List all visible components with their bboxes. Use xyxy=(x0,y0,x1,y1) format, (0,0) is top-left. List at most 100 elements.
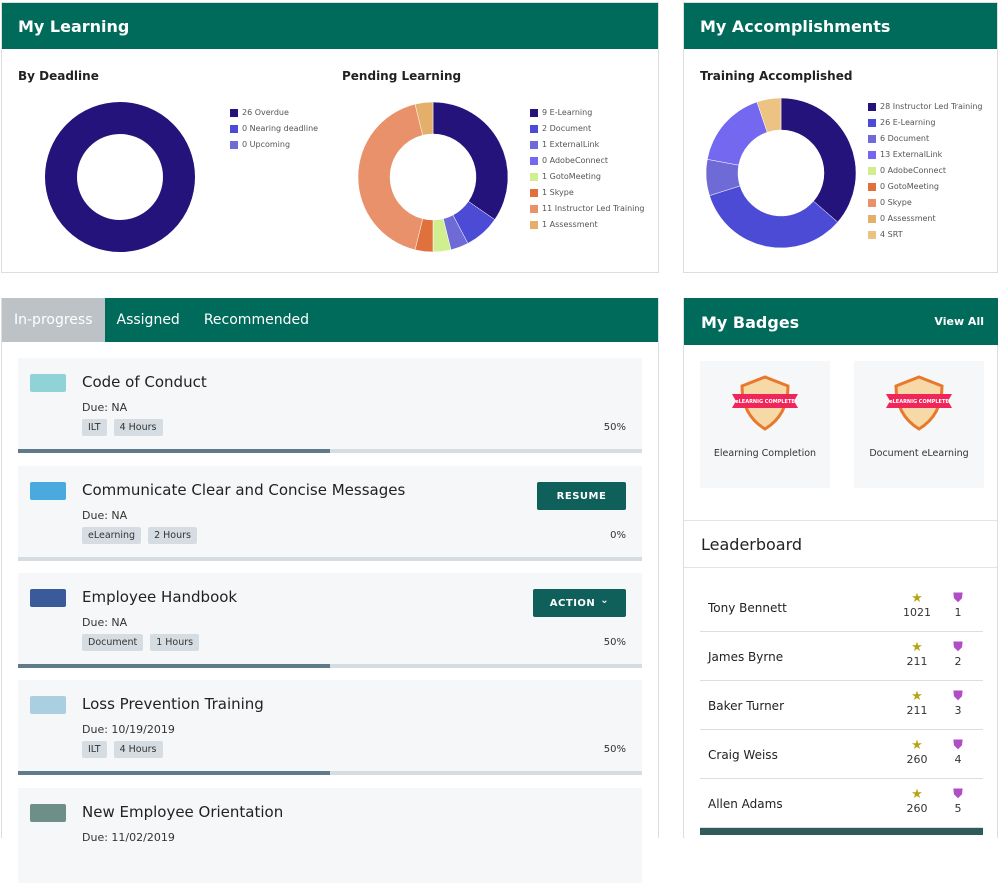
legend-item[interactable]: 0 Upcoming xyxy=(230,137,318,153)
legend-item[interactable]: 26 E-Learning xyxy=(868,115,983,131)
legend-label: 13 ExternalLink xyxy=(880,150,943,159)
legend-swatch xyxy=(530,141,538,149)
course-card[interactable]: Loss Prevention Training Due: 10/19/2019 I… xyxy=(18,680,642,775)
action-button[interactable]: ACTION ⌄ xyxy=(533,589,626,617)
course-tags: eLearning 2 Hours xyxy=(82,527,197,544)
tab-assigned[interactable]: Assigned xyxy=(116,312,180,328)
legend-item[interactable]: 9 E-Learning xyxy=(530,105,645,121)
badges-header: My Badges View All xyxy=(684,298,998,345)
legend-item[interactable]: 1 Skype xyxy=(530,185,645,201)
course-tag: 2 Hours xyxy=(148,527,197,544)
course-due-date: Due: NA xyxy=(82,616,128,629)
slice-externallink xyxy=(706,101,768,166)
legend-item[interactable]: 2 Document xyxy=(530,121,645,137)
legend-label: 0 Skype xyxy=(880,198,912,207)
leader-name: Tony Bennett xyxy=(708,601,787,615)
by-deadline-legend: 26 Overdue 0 Nearing deadline 0 Upcoming xyxy=(230,105,318,153)
course-tag: ILT xyxy=(82,419,107,436)
leaderboard-row: Tony Bennett ★ 1021 ⛊ 1 xyxy=(700,583,983,632)
my-learning-title: My Learning xyxy=(2,3,658,49)
badges-value: 3 xyxy=(954,704,962,717)
legend-item[interactable]: 6 Document xyxy=(868,131,983,147)
course-due-date: Due: NA xyxy=(82,401,128,414)
legend-swatch xyxy=(868,135,876,143)
legend-swatch xyxy=(530,221,538,229)
leaderboard-row: Allen Adams ★ 260 ⛊ 5 xyxy=(700,779,983,828)
slice-overdue xyxy=(45,102,195,252)
legend-label: 1 GotoMeeting xyxy=(542,172,602,181)
pending-learning-legend: 9 E-Learning 2 Document 1 ExternalLink 0 Ad… xyxy=(530,105,645,233)
badge-card[interactable]: eLEARNIG COMPLETE Document eLearning xyxy=(854,361,984,488)
legend-label: 26 Overdue xyxy=(242,108,289,117)
tab-in-progress[interactable]: In-progress xyxy=(2,298,105,342)
leader-badges: ⛊ 3 xyxy=(944,681,972,718)
legend-item[interactable]: 28 Instructor Led Training xyxy=(868,99,983,115)
legend-item[interactable]: 13 ExternalLink xyxy=(868,147,983,163)
legend-swatch xyxy=(868,167,876,175)
legend-item[interactable]: 0 Skype xyxy=(868,195,983,211)
course-due-date: Due: 11/02/2019 xyxy=(82,831,175,844)
slice-instructor-led-training xyxy=(780,97,857,223)
course-due-date: Due: NA xyxy=(82,509,128,522)
points-value: 260 xyxy=(906,753,928,766)
view-all-link[interactable]: View All xyxy=(934,315,984,328)
legend-swatch xyxy=(868,215,876,223)
legend-item[interactable]: 0 Assessment xyxy=(868,211,983,227)
shield-icon: ⛊ xyxy=(953,591,963,606)
course-card[interactable]: New Employee Orientation Due: 11/02/2019 xyxy=(18,788,642,883)
legend-swatch xyxy=(868,231,876,239)
elearning-badge-icon: eLEARNIG COMPLETE xyxy=(732,375,798,431)
training-accomplished-chart xyxy=(705,97,857,249)
legend-label: 0 AdobeConnect xyxy=(542,156,609,165)
legend-label: 28 Instructor Led Training xyxy=(880,102,983,111)
legend-label: 0 AdobeConnect xyxy=(880,166,947,175)
leader-name: Baker Turner xyxy=(708,699,784,713)
course-thumbnail xyxy=(30,696,66,714)
legend-item[interactable]: 0 Nearing deadline xyxy=(230,121,318,137)
legend-label: 0 GotoMeeting xyxy=(880,182,940,191)
tab-recommended[interactable]: Recommended xyxy=(203,312,309,328)
pending-learning-chart xyxy=(357,101,509,253)
course-title[interactable]: Loss Prevention Training xyxy=(82,695,264,713)
star-icon: ★ xyxy=(911,689,923,704)
legend-item[interactable]: 26 Overdue xyxy=(230,105,318,121)
slice-srt xyxy=(756,97,782,133)
legend-item[interactable]: 0 AdobeConnect xyxy=(530,153,645,169)
legend-item[interactable]: 11 Instructor Led Training xyxy=(530,201,645,217)
legend-item[interactable]: 1 GotoMeeting xyxy=(530,169,645,185)
leader-points: ★ 1021 xyxy=(895,583,939,620)
course-tag: 1 Hours xyxy=(150,634,200,651)
legend-item[interactable]: 4 SRT xyxy=(868,227,983,243)
legend-item[interactable]: 0 AdobeConnect xyxy=(868,163,983,179)
divider xyxy=(684,567,998,568)
course-title[interactable]: Employee Handbook xyxy=(82,588,238,606)
leader-badges: ⛊ 4 xyxy=(944,730,972,767)
leaderboard-row: Craig Weiss ★ 260 ⛊ 4 xyxy=(700,730,983,779)
legend-item[interactable]: 1 ExternalLink xyxy=(530,137,645,153)
leader-name: James Byrne xyxy=(708,650,784,664)
star-icon: ★ xyxy=(911,640,923,655)
legend-label: 0 Nearing deadline xyxy=(242,124,319,133)
legend-label: 26 E-Learning xyxy=(880,118,936,127)
star-icon: ★ xyxy=(911,787,923,802)
legend-item[interactable]: 1 Assessment xyxy=(530,217,645,233)
legend-swatch xyxy=(230,109,238,117)
course-title[interactable]: New Employee Orientation xyxy=(82,803,284,821)
pending-learning-title: Pending Learning xyxy=(342,69,462,83)
course-tag: eLearning xyxy=(82,527,142,544)
badge-card[interactable]: eLEARNIG COMPLETE Elearning Completion xyxy=(700,361,830,488)
shield-icon: ⛊ xyxy=(953,640,963,655)
leaderboard-row: James Byrne ★ 211 ⛊ 2 xyxy=(700,632,983,681)
legend-label: 1 Skype xyxy=(542,188,574,197)
resume-button[interactable]: RESUME xyxy=(537,482,626,510)
course-title[interactable]: Code of Conduct xyxy=(82,373,207,391)
legend-swatch xyxy=(868,199,876,207)
course-card[interactable]: Communicate Clear and Concise Messages Du… xyxy=(18,466,642,561)
legend-item[interactable]: 0 GotoMeeting xyxy=(868,179,983,195)
course-title[interactable]: Communicate Clear and Concise Messages xyxy=(82,481,406,499)
course-card[interactable]: Code of Conduct Due: NA ILT 4 Hours 50% xyxy=(18,358,642,453)
legend-label: 11 Instructor Led Training xyxy=(542,204,645,213)
course-card[interactable]: Employee Handbook Due: NA Document 1 Hours 5… xyxy=(18,573,642,668)
course-progress-fill xyxy=(18,771,330,775)
legend-swatch xyxy=(530,173,538,181)
